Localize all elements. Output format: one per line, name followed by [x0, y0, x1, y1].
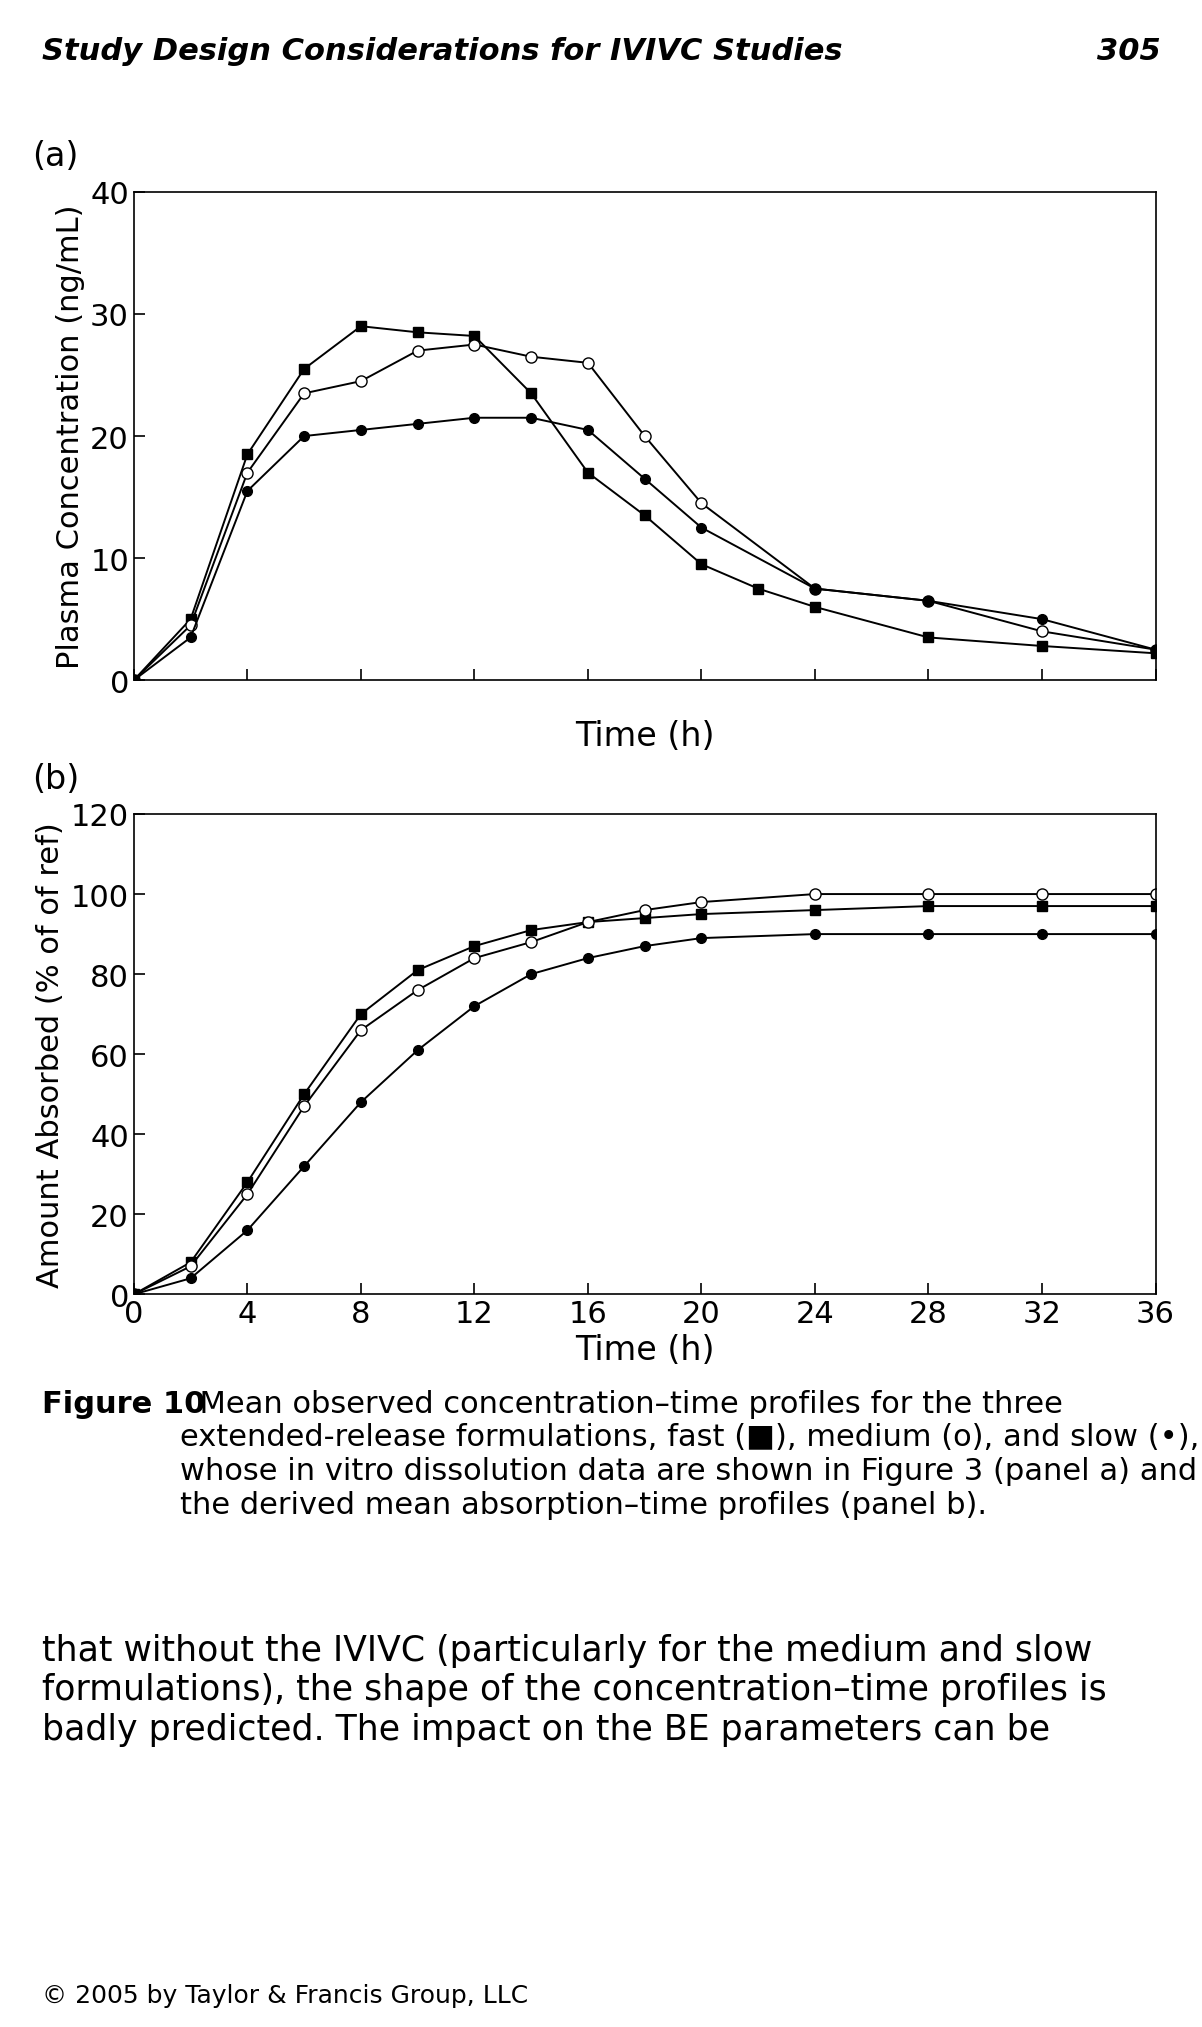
- Text: © 2005 by Taylor & Francis Group, LLC: © 2005 by Taylor & Francis Group, LLC: [42, 1982, 528, 2007]
- Text: (a): (a): [31, 140, 78, 172]
- Y-axis label: Amount Absorbed (% of of ref): Amount Absorbed (% of of ref): [36, 821, 65, 1287]
- Y-axis label: Plasma Concentration (ng/mL): Plasma Concentration (ng/mL): [55, 205, 84, 669]
- Text: Time (h): Time (h): [575, 1334, 714, 1366]
- Text: Time (h): Time (h): [575, 720, 714, 752]
- Text: Mean observed concentration–time profiles for the three extended-release formula: Mean observed concentration–time profile…: [180, 1388, 1200, 1518]
- Text: Figure 10: Figure 10: [42, 1388, 206, 1419]
- Text: 305: 305: [1096, 36, 1160, 65]
- Text: that without the IVIVC (particularly for the medium and slow
formulations), the : that without the IVIVC (particularly for…: [42, 1634, 1106, 1745]
- Text: (b): (b): [31, 762, 79, 795]
- Text: Study Design Considerations for IVIVC Studies: Study Design Considerations for IVIVC St…: [42, 36, 843, 65]
